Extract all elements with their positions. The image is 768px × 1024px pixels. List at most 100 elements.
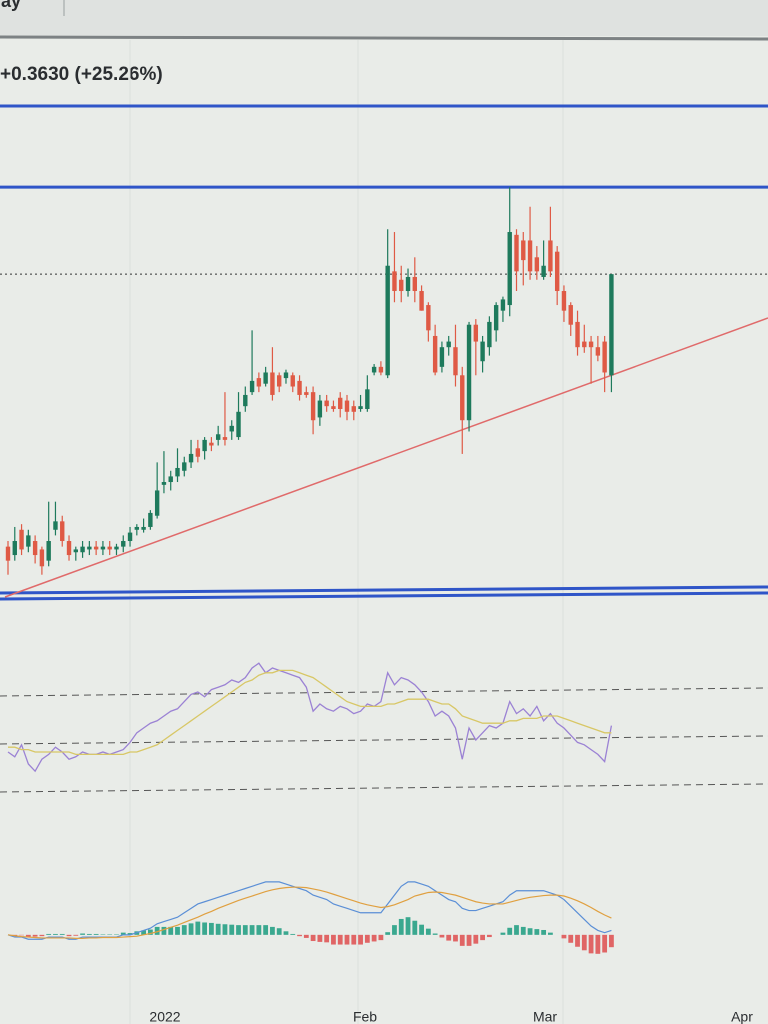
candle-body [331,406,336,409]
histogram-bar [473,934,479,944]
candle-body [107,546,112,550]
tab-label[interactable]: lay [0,0,21,11]
histogram-bar [66,934,72,937]
candle-body [521,240,526,261]
histogram-bar [283,931,289,935]
candle-body [446,341,451,348]
histogram-bar [209,922,214,935]
x-tick-label: 2022 [149,1009,180,1024]
candle-body [548,240,553,272]
candle-body [12,541,17,556]
candle-body [399,279,404,292]
histogram-bar [459,934,465,946]
histogram-bar [147,929,153,935]
candle-body [66,541,72,556]
histogram-bar [453,934,458,942]
candle-body [141,526,146,530]
candle-body [168,476,173,483]
candle-body [561,291,567,311]
candle-body [114,546,119,550]
trend-line [4,317,768,598]
histogram-bar [53,933,58,935]
candle-body [527,240,533,272]
histogram-bar [25,934,31,938]
histogram-bar [378,934,384,941]
histogram-bar [351,934,357,945]
histogram-bar [398,918,404,935]
level-line [0,783,768,793]
candle-body [283,372,289,379]
histogram-bar [154,926,160,935]
candle-body [568,305,573,325]
candle-body [202,439,207,452]
candle-body [148,512,153,527]
candle-body [5,546,11,561]
histogram-bar [561,934,567,939]
candle-body [602,341,607,373]
histogram-bar [161,926,167,935]
histogram-bar [520,926,526,935]
candle-body [297,380,302,395]
histogram-bar [120,932,126,935]
histogram-bar [229,924,235,935]
candle-body [263,372,268,384]
candle-body [80,546,85,553]
histogram-bar [500,932,506,935]
candle-body [188,453,194,463]
candle-body [317,400,323,418]
histogram-bar [175,926,180,935]
histogram-bar [575,934,580,947]
histogram-bar [568,934,574,943]
candle-body [161,482,167,485]
histogram-bar [439,934,445,938]
panel-border [0,585,768,595]
candle-body [365,389,370,409]
histogram-bar [514,925,519,935]
candle-body [60,521,65,542]
histogram-bar [73,934,79,936]
candle-body [19,529,24,550]
histogram-bar [181,925,187,935]
histogram-bar [168,926,174,935]
candle-body [39,549,45,567]
histogram-bar [249,925,255,935]
histogram-bar [432,933,438,935]
histogram-bar [242,925,248,935]
level-line [0,735,768,745]
candle-body [453,347,458,376]
candle-body [236,411,241,438]
candle-body [575,321,580,348]
histogram-bar [337,934,343,945]
candle-body [256,378,262,387]
histogram-bar [480,934,485,941]
top-bar [0,0,768,36]
histogram-bar [507,927,513,935]
candle-body [588,341,594,348]
candle-body [121,541,126,547]
histogram-bar [141,930,146,935]
indicator-line [8,669,612,756]
candle-body [554,251,560,292]
histogram-bar [324,934,330,943]
histogram-bar [127,933,133,935]
candle-body [534,257,540,272]
candle-body [439,347,445,367]
candle-body [595,347,601,356]
histogram-bar [46,933,52,935]
candle-body [209,442,214,446]
histogram-bar [486,934,492,938]
histogram-bar [527,928,533,935]
toolbar-border [0,35,768,41]
histogram-bar [581,934,587,951]
x-tick-label: Feb [353,1009,377,1024]
candle-body [310,392,316,421]
candle-body [371,366,377,373]
candle-body [87,546,92,550]
histogram-bar [290,933,296,935]
candle-body [344,400,350,412]
x-tick-label: Mar [533,1009,557,1024]
histogram-bar [86,933,92,935]
histogram-bar [609,934,614,948]
histogram-bar [317,934,323,942]
